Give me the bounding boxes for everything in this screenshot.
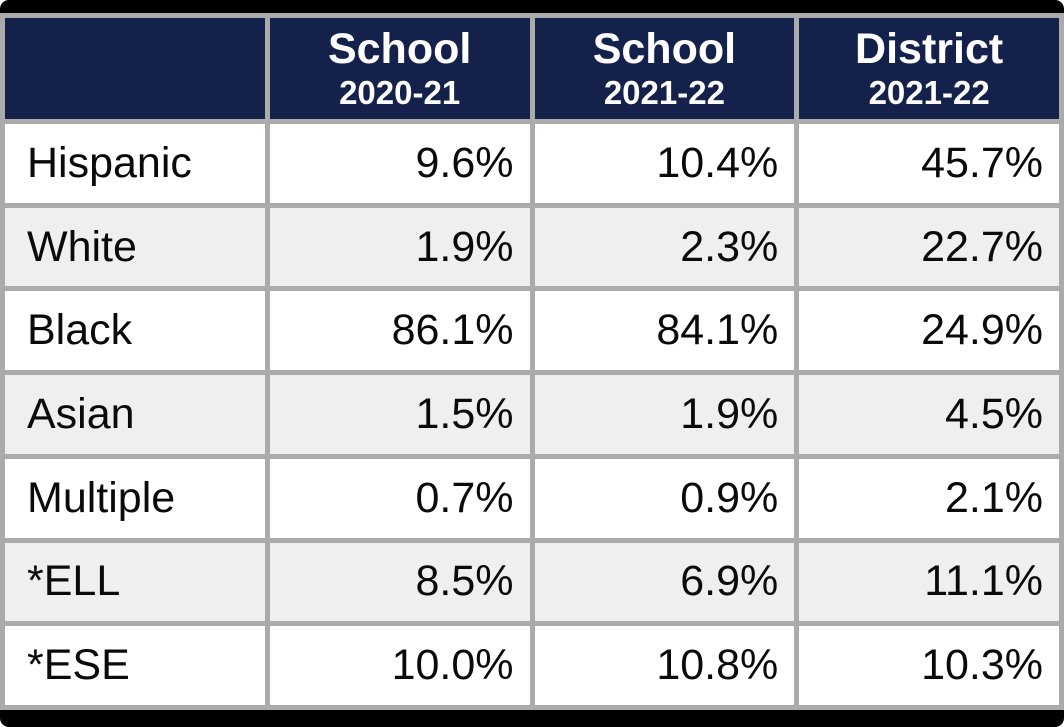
value-cell: 1.5%: [269, 375, 530, 454]
column-header-school-2020-21: School 2020-21: [269, 18, 530, 119]
row-label: Hispanic: [5, 124, 265, 203]
value-cell: 24.9%: [799, 291, 1059, 371]
value-cell: 2.3%: [534, 207, 795, 287]
row-label: *ELL: [5, 542, 265, 622]
value-cell: 9.6%: [269, 124, 530, 203]
table-row-white: White 1.9% 2.3% 22.7%: [5, 207, 1059, 287]
value-cell: 6.9%: [534, 542, 795, 622]
value-cell: 8.5%: [269, 542, 530, 622]
value-cell: 1.9%: [534, 375, 795, 454]
value-cell: 86.1%: [269, 291, 530, 371]
value-cell: 10.8%: [534, 626, 795, 705]
column-header-year: 2020-21: [339, 73, 461, 111]
value-cell: 0.9%: [534, 458, 795, 538]
value-cell: 10.0%: [269, 626, 530, 705]
value-cell: 22.7%: [799, 207, 1059, 287]
column-header-year: 2021-22: [603, 73, 725, 111]
demographics-comparison-table: School 2020-21 School 2021-22 District 2…: [0, 13, 1064, 710]
value-cell: 11.1%: [799, 542, 1059, 622]
value-cell: 2.1%: [799, 458, 1059, 538]
value-cell: 0.7%: [269, 458, 530, 538]
column-header-title: District: [855, 25, 1004, 74]
row-label: Asian: [5, 375, 265, 454]
column-header-title: School: [592, 25, 737, 74]
column-header-school-2021-22: School 2021-22: [534, 18, 795, 119]
row-label: Black: [5, 291, 265, 371]
row-label: Multiple: [5, 458, 265, 538]
table-row-black: Black 86.1% 84.1% 24.9%: [5, 291, 1059, 371]
value-cell: 84.1%: [534, 291, 795, 371]
column-header-year: 2021-22: [868, 73, 990, 111]
row-label: *ESE: [5, 626, 265, 705]
value-cell: 10.3%: [799, 626, 1059, 705]
table-row-asian: Asian 1.5% 1.9% 4.5%: [5, 375, 1059, 454]
column-header-district-2021-22: District 2021-22: [799, 18, 1059, 119]
table-row-ell: *ELL 8.5% 6.9% 11.1%: [5, 542, 1059, 622]
value-cell: 10.4%: [534, 124, 795, 203]
value-cell: 1.9%: [269, 207, 530, 287]
row-label: White: [5, 207, 265, 287]
table-row-hispanic: Hispanic 9.6% 10.4% 45.7%: [5, 124, 1059, 203]
value-cell: 45.7%: [799, 124, 1059, 203]
table-row-ese: *ESE 10.0% 10.8% 10.3%: [5, 626, 1059, 705]
header-row: School 2020-21 School 2021-22 District 2…: [5, 18, 1059, 119]
value-cell: 4.5%: [799, 375, 1059, 454]
corner-header-cell: [5, 18, 265, 119]
table-row-multiple: Multiple 0.7% 0.9% 2.1%: [5, 458, 1059, 538]
column-header-title: School: [327, 25, 472, 74]
